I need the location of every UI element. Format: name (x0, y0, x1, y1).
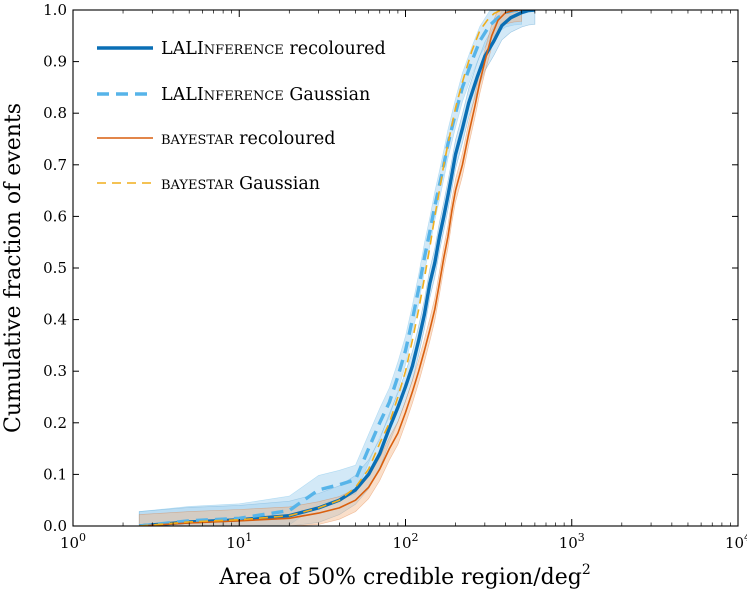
x-tick-base: 10 (60, 534, 79, 552)
legend-label-2: BAYESTAR recoloured (161, 129, 335, 149)
legend-label-suffix: Gaussian (284, 85, 371, 105)
y-tick-label: 0.7 (43, 156, 67, 174)
y-tick-label: 0.6 (43, 207, 67, 225)
x-tick-base: 10 (559, 534, 578, 552)
series-line-2 (139, 10, 522, 526)
legend-label-caps: NFERENCE (204, 89, 284, 104)
series-line-0 (139, 10, 536, 526)
series-line-1 (139, 10, 522, 526)
x-tick-exponent: 2 (412, 531, 419, 544)
y-tick-label: 0.5 (43, 259, 67, 277)
legend-label-caps: BAYESTAR (161, 133, 235, 148)
x-axis-label-superscript: 2 (582, 562, 591, 578)
x-tick-label: 104 (725, 531, 747, 552)
legend-label-suffix: recoloured (234, 129, 336, 149)
x-ticks: 100101102103104 (60, 10, 747, 552)
x-tick-exponent: 0 (79, 531, 86, 544)
series-band-0 (138, 10, 536, 526)
y-axis-label: Cumulative fraction of events (1, 103, 26, 433)
y-tick-label: 0.9 (43, 53, 67, 71)
legend-label-prefix: LALI (161, 85, 204, 105)
y-ticks: 0.0 0.1 0.2 0.3 0.4 0.5 0.6 0.7 0.8 0.9 1.0 (43, 1, 738, 535)
y-tick-label: 0.3 (43, 362, 67, 380)
legend-label-1: LALINFERENCE Gaussian (161, 85, 370, 105)
x-tick-label: 100 (60, 531, 86, 552)
legend-label-suffix: recoloured (284, 39, 386, 59)
legend-label-suffix: Gaussian (234, 174, 321, 194)
y-tick-label: 0.1 (43, 465, 67, 483)
legend-label-caps: BAYESTAR (161, 178, 235, 193)
x-tick-exponent: 4 (744, 531, 747, 544)
x-tick-label: 103 (559, 531, 585, 552)
y-tick-label: 1.0 (43, 1, 67, 19)
y-tick-label: 0.2 (43, 414, 67, 432)
x-tick-base: 10 (392, 534, 411, 552)
x-tick-label: 101 (226, 531, 252, 552)
y-tick-label: 0.0 (43, 517, 67, 535)
series-band-1 (138, 10, 522, 526)
series-layer (139, 10, 536, 526)
legend-label-0: LALINFERENCE recoloured (161, 39, 386, 59)
x-tick-base: 10 (226, 534, 245, 552)
x-tick-label: 102 (392, 531, 418, 552)
x-axis-label-text: Area of 50% credible region/deg (218, 565, 582, 590)
legend-label-prefix: LALI (161, 39, 204, 59)
legend-label-caps: NFERENCE (204, 43, 284, 58)
legend-label-3: BAYESTAR Gaussian (161, 174, 320, 194)
x-axis-label: Area of 50% credible region/deg2 (218, 562, 591, 590)
y-tick-label: 0.8 (43, 104, 67, 122)
y-tick-label: 0.4 (43, 311, 67, 329)
x-tick-exponent: 3 (578, 531, 585, 544)
x-tick-base: 10 (725, 534, 744, 552)
x-tick-exponent: 1 (245, 531, 252, 544)
